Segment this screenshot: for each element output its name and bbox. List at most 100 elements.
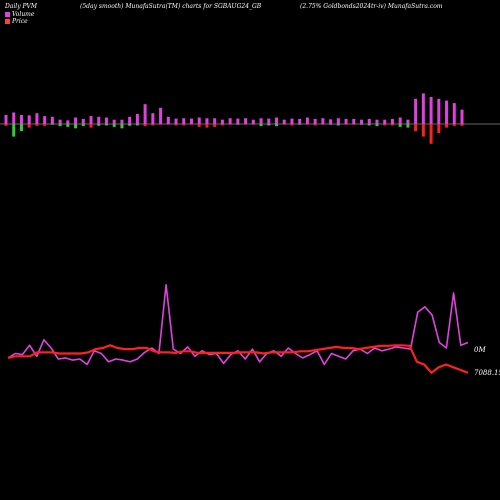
volume-bar-down: [460, 124, 464, 126]
volume-bar-up: [298, 118, 302, 124]
volume-bar-up: [81, 118, 85, 124]
legend-price-swatch: [5, 19, 10, 24]
volume-bar-down: [19, 124, 23, 132]
volume-bar-down: [336, 124, 340, 126]
volume-bar-down: [50, 124, 54, 125]
volume-bar-down: [182, 124, 186, 126]
volume-bar-down: [166, 124, 170, 125]
volume-bar-up: [35, 113, 39, 124]
volume-bar-down: [12, 124, 16, 137]
volume-bar-up: [244, 118, 248, 124]
volume-bar-down: [390, 124, 394, 126]
volume-bar-up: [112, 119, 116, 124]
volume-bar-up: [12, 112, 16, 124]
volume-bar-down: [104, 124, 108, 126]
volume-bar-up: [267, 118, 271, 124]
volume-line: [7, 284, 469, 366]
volume-bar-up: [104, 117, 108, 124]
volume-bar-down: [74, 124, 78, 129]
volume-bar-down: [151, 124, 155, 126]
volume-bar-up: [97, 116, 101, 124]
volume-bar-up: [390, 118, 394, 124]
volume-bar-down: [27, 124, 31, 128]
volume-bar-down: [174, 124, 178, 126]
volume-bar-down: [159, 124, 163, 125]
volume-bar-up: [290, 118, 294, 124]
volume-bar-up: [437, 98, 441, 124]
volume-bar-down: [313, 124, 317, 126]
volume-bar-down: [244, 124, 248, 125]
volume-bar-up: [429, 97, 433, 124]
volume-bar-down: [267, 124, 271, 126]
volume-bar-up: [43, 116, 47, 124]
volume-bar-up: [159, 107, 163, 124]
volume-bar-up: [236, 118, 240, 124]
volume-bar-down: [251, 124, 255, 125]
volume-bar-down: [360, 124, 364, 125]
volume-bar-down: [275, 124, 279, 127]
volume-bar-up: [19, 115, 23, 124]
volume-bar-up: [151, 113, 155, 124]
volume-bar-up: [313, 118, 317, 124]
volume-bar-up: [135, 113, 139, 124]
volume-bar-up: [189, 118, 193, 124]
volume-bar-down: [213, 124, 217, 127]
volume-end-label: 0M: [474, 346, 486, 354]
volume-bar-down: [4, 124, 8, 126]
volume-bar-down: [120, 124, 124, 129]
volume-bar-down: [429, 124, 433, 144]
volume-bar-up: [352, 118, 356, 124]
volume-bar-up: [445, 100, 449, 124]
volume-bar-up: [143, 104, 147, 124]
volume-bar-up: [166, 116, 170, 124]
volume-bar-down: [290, 124, 294, 126]
volume-bar-down: [58, 124, 62, 127]
volume-bar-up: [251, 119, 255, 124]
volume-bar-up: [383, 119, 387, 124]
price-line: [7, 344, 469, 374]
volume-bar-down: [445, 124, 449, 128]
chart-title-right: (2.75% Goldbonds2024tr-iv) MunafaSutra.c…: [300, 3, 443, 10]
volume-bar-up: [182, 118, 186, 124]
volume-bar-down: [421, 124, 425, 137]
legend-price-label: Price: [12, 18, 28, 25]
volume-bar-down: [35, 124, 39, 126]
volume-bar-down: [220, 124, 224, 126]
volume-bar-up: [74, 117, 78, 124]
volume-bar-down: [375, 124, 379, 127]
volume-bar-up: [460, 109, 464, 124]
volume-bar-down: [344, 124, 348, 125]
chart-title-main: (5day smooth) MunafaSutra(TM) charts for…: [80, 3, 262, 10]
volume-bar-up: [89, 116, 93, 124]
volume-bar-up: [336, 118, 340, 124]
volume-bar-down: [197, 124, 201, 127]
volume-bar-down: [236, 124, 240, 125]
volume-bar-up: [259, 118, 263, 124]
volume-bar-up: [197, 117, 201, 124]
volume-bar-down: [329, 124, 333, 125]
volume-bar-down: [383, 124, 387, 126]
volume-bar-down: [305, 124, 309, 125]
volume-bar-up: [128, 116, 132, 124]
volume-bar-down: [398, 124, 402, 127]
volume-bar-up: [344, 118, 348, 124]
volume-bar-up: [174, 118, 178, 124]
volume-bar-down: [228, 124, 232, 125]
legend-volume: Volume: [5, 11, 34, 18]
volume-bar-up: [4, 115, 8, 124]
volume-bar-up: [367, 118, 371, 124]
volume-bar-down: [205, 124, 209, 128]
volume-bar-up: [375, 119, 379, 124]
volume-bar-up: [452, 103, 456, 124]
volume-bar-up: [58, 119, 62, 124]
volume-bar-up: [406, 119, 410, 124]
volume-bar-down: [298, 124, 302, 125]
volume-bar-up: [360, 119, 364, 124]
volume-bar-down: [321, 124, 325, 125]
volume-bar-up: [213, 118, 217, 124]
volume-bar-up: [282, 119, 286, 124]
volume-bar-down: [189, 124, 193, 125]
volume-bar-up: [275, 117, 279, 124]
volume-bar-down: [406, 124, 410, 128]
